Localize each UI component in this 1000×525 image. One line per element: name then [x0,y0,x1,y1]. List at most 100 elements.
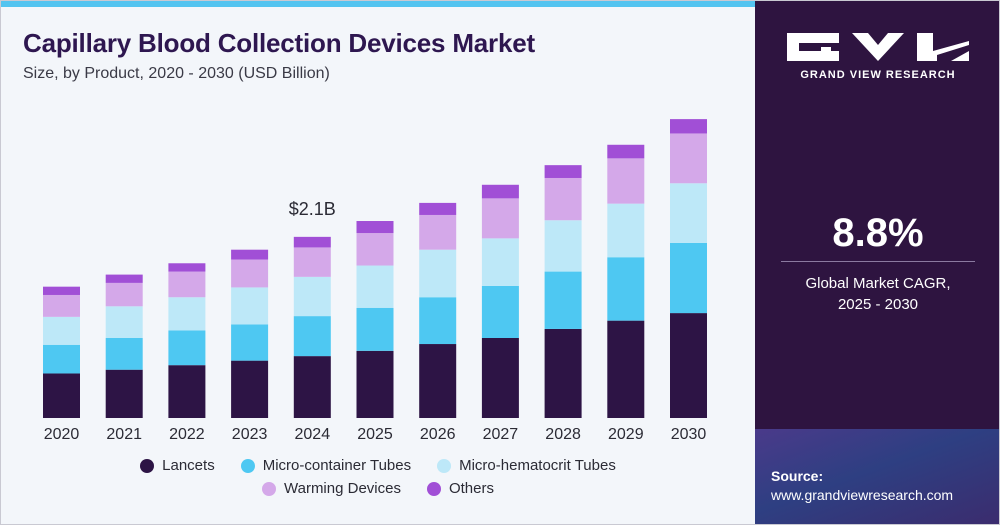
chart-panel: Capillary Blood Collection Devices Marke… [1,1,755,524]
sidebar-panel: GRAND VIEW RESEARCH 8.8% Global Market C… [755,1,999,524]
bar-segment-micro-container-tubes-2024 [293,316,331,357]
legend-label: Micro-hematocrit Tubes [459,457,616,474]
legend-swatch [437,458,452,473]
cagr-label-line2: 2025 - 2030 [837,296,919,313]
chart-title: Capillary Blood Collection Devices Marke… [23,28,535,58]
bar-segment-micro-container-tubes-2029 [607,257,645,321]
bar-segment-micro-container-tubes-2027 [481,285,519,338]
bar-segment-micro-container-tubes-2028 [544,271,582,329]
bar-segment-micro-hematocrit-tubes-2026 [419,249,457,298]
bar-segment-micro-hematocrit-tubes-2022 [168,297,206,331]
chart-subtitle: Size, by Product, 2020 - 2030 (USD Billi… [23,65,330,82]
chart-legend: Lancets Micro-container Tubes Micro-hemato… [1,457,755,503]
x-tick-label: 2020 [44,426,80,443]
accent-bar [1,1,755,7]
bar-segment-others-2025 [356,221,394,234]
bar-segment-micro-container-tubes-2021 [105,337,143,370]
bar-segment-micro-hematocrit-tubes-2028 [544,220,582,272]
brand-logo: GRAND VIEW RESEARCH [785,31,971,81]
legend-swatch [262,481,276,496]
legend-label: Lancets [162,457,215,474]
bar-segment-warming-devices-2025 [356,233,394,266]
x-tick-label: 2025 [357,426,393,443]
legend-item: Lancets [140,457,215,474]
bar-segment-lancets-2030 [670,313,707,418]
x-tick-label: 2030 [671,426,707,443]
bar-segment-lancets-2028 [544,328,582,418]
bar-segment-lancets-2026 [419,344,457,418]
bar-segment-lancets-2027 [481,337,519,418]
bar-segment-others-2030 [670,119,707,134]
bar-segment-warming-devices-2024 [293,247,331,277]
bar-segment-warming-devices-2020 [43,294,80,317]
x-tick-label: 2028 [545,426,581,443]
legend-item: Micro-hematocrit Tubes [437,457,616,474]
bar-segment-warming-devices-2029 [607,158,645,204]
bar-segment-lancets-2029 [607,320,645,418]
stacked-bar-chart: 2020 2021 2022 2023 2024 $2.1B 2025 2026 2027 202… [43,119,707,443]
bar-segment-lancets-2021 [105,369,143,418]
bar-segment-micro-container-tubes-2026 [419,297,457,345]
x-tick-label: 2023 [232,426,268,443]
bar-segment-others-2027 [481,184,519,199]
cagr-value: 8.8% [832,211,924,255]
bar-segment-warming-devices-2027 [481,198,519,239]
gvr-logo-icon [787,33,969,61]
bar-segment-others-2022 [168,263,206,272]
value-annotation: $2.1B [289,199,336,219]
bar-segment-others-2024 [293,236,331,248]
bar-segment-micro-hematocrit-tubes-2027 [481,238,519,286]
legend-label: Others [448,480,494,497]
legend-label: Micro-container Tubes [262,457,412,474]
bar-segment-micro-hematocrit-tubes-2025 [356,265,394,308]
bar-segment-others-2028 [544,165,582,178]
bar-segment-warming-devices-2030 [670,133,707,184]
legend-item: Others [426,480,494,497]
bar-segment-others-2020 [43,286,80,295]
divider [781,261,975,262]
bar-segment-micro-hematocrit-tubes-2029 [607,203,645,258]
legend-swatch [240,458,255,473]
legend-row: Lancets Micro-container Tubes Micro-hemato… [1,457,755,474]
source-link[interactable]: www.grandviewresearch.com [771,487,954,503]
bar-segment-warming-devices-2026 [419,214,457,250]
legend-swatch [426,481,441,496]
bar-segment-micro-container-tubes-2025 [356,307,394,351]
bar-segment-micro-hematocrit-tubes-2024 [293,276,331,317]
x-tick-label: 2022 [169,426,205,443]
legend-item: Warming Devices [262,480,401,497]
bar-segment-others-2021 [105,274,143,283]
bar-segment-micro-hematocrit-tubes-2021 [105,306,143,338]
legend-row: Warming Devices Others [1,480,755,497]
bar-segment-micro-hematocrit-tubes-2023 [231,287,269,325]
bar-segment-lancets-2023 [231,360,269,418]
bar-segment-lancets-2022 [168,365,206,418]
bar-segment-micro-container-tubes-2022 [168,330,206,366]
bar-segment-others-2026 [419,202,457,215]
x-tick-label: 2027 [483,426,519,443]
bar-segment-micro-hematocrit-tubes-2030 [670,183,707,243]
legend-item: Micro-container Tubes [240,457,412,474]
bar-segment-others-2023 [231,249,269,260]
legend-swatch [140,458,155,473]
bar-segment-warming-devices-2023 [231,259,269,288]
bar-segment-lancets-2020 [43,373,80,418]
bar-segment-others-2029 [607,144,645,159]
legend-label: Warming Devices [284,480,401,497]
cagr-label: Global Market CAGR, 2025 - 2030 [755,273,999,315]
bar-segment-warming-devices-2021 [105,282,143,307]
brand-name: GRAND VIEW RESEARCH [800,69,956,81]
cagr-label-line1: Global Market CAGR, [805,275,951,292]
x-tick-label: 2024 [295,426,331,443]
bar-segment-micro-hematocrit-tubes-2020 [43,316,80,345]
bar-segment-micro-container-tubes-2020 [43,344,80,374]
x-tick-label: 2029 [608,426,644,443]
bar-segment-lancets-2024 [293,356,331,418]
bar-segment-warming-devices-2022 [168,271,206,298]
source-band: Source: www.grandviewresearch.com [755,429,999,524]
source-label: Source: [771,468,824,484]
bar-segment-micro-container-tubes-2030 [670,242,707,314]
x-tick-label: 2026 [420,426,456,443]
bar-segment-warming-devices-2028 [544,177,582,221]
